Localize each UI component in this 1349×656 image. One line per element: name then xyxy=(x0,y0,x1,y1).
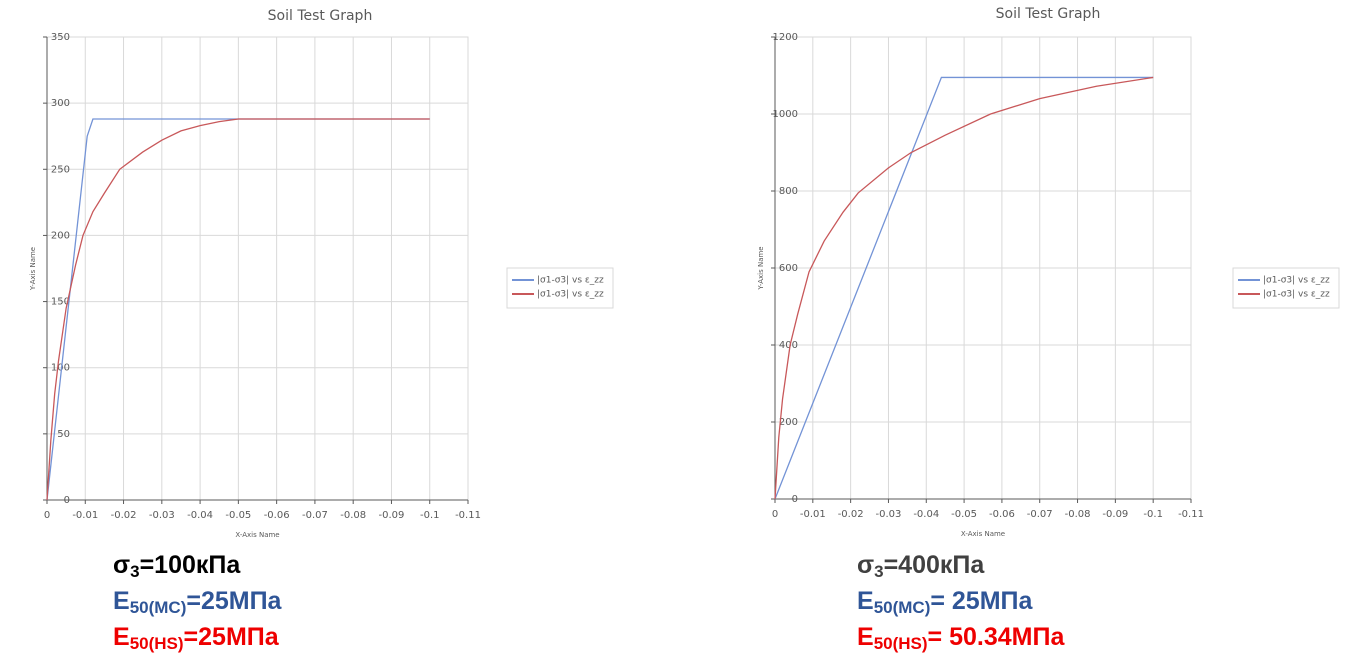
x-tick-label: -0.05 xyxy=(951,509,977,520)
note-text: =400кПа xyxy=(884,551,986,579)
note-subscript: 50(HS) xyxy=(130,634,184,653)
note-text: = 50.34МПа xyxy=(928,623,1066,651)
x-tick-label: -0.05 xyxy=(225,510,251,521)
note-text: =25МПа xyxy=(184,623,280,651)
y-tick-label: 150 xyxy=(51,297,70,308)
note-symbol: E xyxy=(857,587,874,615)
legend-label: |σ1-σ3| vs ε_zz xyxy=(1263,290,1330,300)
x-axis-label: X-Axis Name xyxy=(961,530,1005,538)
x-tick-label: -0.1 xyxy=(1143,509,1163,520)
chart-title: Soil Test Graph xyxy=(268,8,373,24)
y-axis-label: Y-Axis Name xyxy=(29,247,37,291)
note-subscript: 50(HS) xyxy=(874,634,928,653)
x-tick-label: -0.06 xyxy=(264,510,290,521)
note-text: = 25МПа xyxy=(930,587,1033,615)
legend-label: |σ1-σ3| vs ε_zz xyxy=(537,276,604,286)
data-line xyxy=(774,76,1154,500)
y-tick-label: 400 xyxy=(779,340,798,351)
chart: Soil Test Graph0501001502002503003500-0.… xyxy=(29,8,614,654)
note: E50(HS)=25МПа xyxy=(113,623,280,654)
legend-label: |σ1-σ3| vs ε_zz xyxy=(537,290,604,300)
chart: Soil Test Graph0200400600800100012000-0.… xyxy=(757,6,1340,654)
note-symbol: E xyxy=(857,623,874,651)
x-tick-label: -0.07 xyxy=(302,510,328,521)
x-tick-label: 0 xyxy=(772,509,778,520)
x-tick-label: -0.08 xyxy=(340,510,366,521)
note: σ3=400кПа xyxy=(857,551,985,582)
legend-box xyxy=(1232,267,1340,309)
y-tick-label: 200 xyxy=(779,417,798,428)
x-tick-label: -0.1 xyxy=(420,510,440,521)
note: σ3=100кПа xyxy=(113,551,241,582)
x-tick-label: -0.02 xyxy=(111,510,137,521)
note: E50(HS)= 50.34МПа xyxy=(857,623,1065,654)
y-tick-label: 800 xyxy=(779,186,798,197)
y-tick-label: 250 xyxy=(51,164,70,175)
note-symbol: E xyxy=(113,623,130,651)
note: E50(MC)=25МПа xyxy=(113,587,283,618)
x-tick-label: -0.03 xyxy=(876,509,902,520)
data-line xyxy=(46,118,430,501)
x-tick-label: -0.03 xyxy=(149,510,175,521)
legend-box xyxy=(506,267,614,309)
x-tick-label: -0.01 xyxy=(72,510,98,521)
note-subscript: 50(MC) xyxy=(130,598,187,617)
x-tick-label: -0.09 xyxy=(1102,509,1128,520)
note-text: =100кПа xyxy=(140,551,242,579)
x-tick-label: -0.04 xyxy=(913,509,939,520)
x-tick-label: -0.09 xyxy=(379,510,405,521)
y-tick-label: 200 xyxy=(51,230,70,241)
x-tick-label: -0.01 xyxy=(800,509,826,520)
note: E50(MC)= 25МПа xyxy=(857,587,1034,618)
y-tick-label: 300 xyxy=(51,98,70,109)
x-tick-label: -0.04 xyxy=(187,510,213,521)
note-symbol: σ xyxy=(113,551,130,579)
x-tick-label: 0 xyxy=(44,510,50,521)
x-tick-label: -0.11 xyxy=(455,510,481,521)
x-tick-label: -0.11 xyxy=(1178,509,1204,520)
y-tick-label: 1200 xyxy=(773,32,798,43)
note-subscript: 3 xyxy=(874,562,883,581)
y-tick-label: 50 xyxy=(57,429,70,440)
y-tick-label: 1000 xyxy=(773,109,798,120)
x-tick-label: -0.06 xyxy=(989,509,1015,520)
x-tick-label: -0.08 xyxy=(1065,509,1091,520)
chart-title: Soil Test Graph xyxy=(996,6,1101,22)
note-symbol: E xyxy=(113,587,130,615)
y-tick-label: 600 xyxy=(779,263,798,274)
x-tick-label: -0.02 xyxy=(838,509,864,520)
x-tick-label: -0.07 xyxy=(1027,509,1053,520)
legend-label: |σ1-σ3| vs ε_zz xyxy=(1263,276,1330,286)
note-subscript: 50(MC) xyxy=(874,598,931,617)
data-line xyxy=(774,76,1154,500)
note-subscript: 3 xyxy=(130,562,139,581)
y-tick-label: 350 xyxy=(51,32,70,43)
x-axis-label: X-Axis Name xyxy=(235,531,279,539)
y-tick-label: 100 xyxy=(51,363,70,374)
y-axis-label: Y-Axis Name xyxy=(757,246,765,290)
note-text: =25МПа xyxy=(186,587,282,615)
plot-frame xyxy=(46,36,469,501)
note-symbol: σ xyxy=(857,551,874,579)
